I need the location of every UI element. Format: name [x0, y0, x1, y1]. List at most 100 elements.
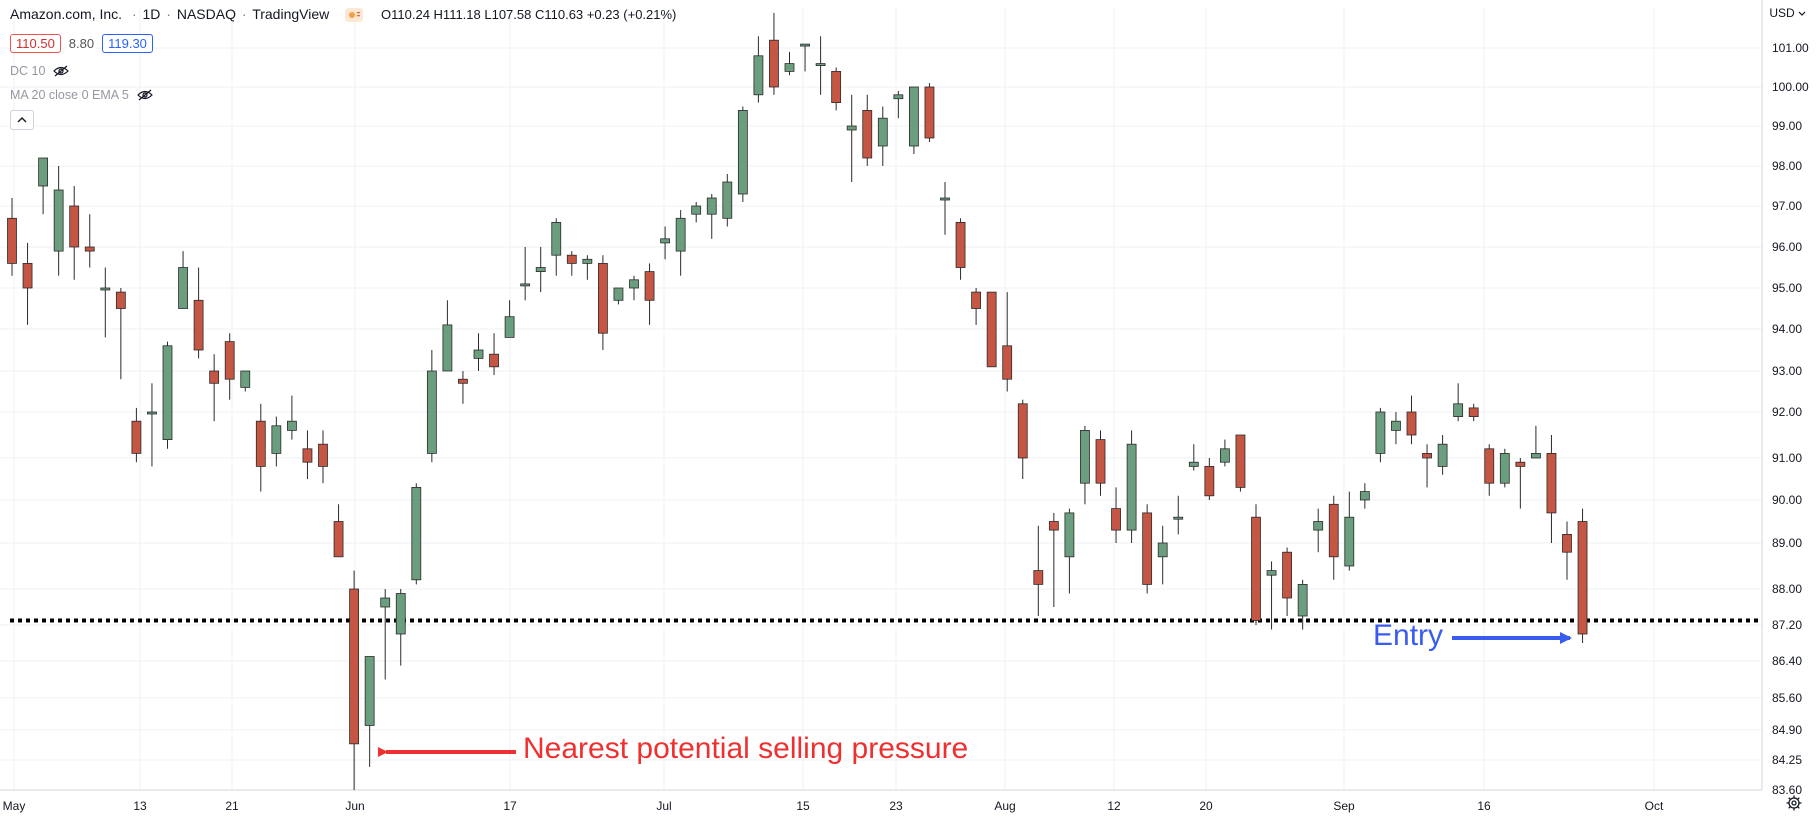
- candle: [629, 275, 639, 301]
- candle-body: [178, 267, 188, 309]
- time-tick-label: 13: [133, 799, 147, 813]
- candle: [318, 430, 328, 484]
- symbol-name[interactable]: Amazon.com, Inc.: [10, 6, 123, 22]
- candle: [955, 218, 966, 280]
- candle-body: [333, 521, 344, 558]
- candle: [426, 350, 437, 463]
- candle: [862, 94, 873, 166]
- candle: [940, 182, 950, 235]
- candle-body: [1546, 452, 1557, 514]
- candle: [784, 51, 795, 76]
- candle-body: [1344, 516, 1355, 567]
- candle: [1235, 434, 1246, 492]
- candle: [893, 90, 904, 119]
- candle: [1391, 412, 1401, 445]
- candle-body: [1048, 521, 1059, 531]
- candle-body: [489, 353, 499, 368]
- time-axis[interactable]: May 13 21 Jun 17 Jul 15 23 Aug 12 20 Sep 16 Oct: [3, 799, 1664, 813]
- candle: [193, 267, 204, 359]
- time-tick-label: 23: [889, 799, 903, 813]
- candle: [504, 300, 515, 338]
- candle-body: [629, 279, 639, 289]
- candle: [846, 94, 857, 182]
- currency-label: USD: [1769, 6, 1795, 20]
- candle: [924, 83, 935, 142]
- eye-off-icon[interactable]: [136, 89, 153, 101]
- candle-body: [1235, 434, 1246, 488]
- candle: [100, 267, 111, 338]
- candle-body: [271, 425, 282, 454]
- candle-body: [675, 217, 686, 252]
- candle: [520, 247, 531, 301]
- time-tick-label: 20: [1199, 799, 1213, 813]
- price-tick-label: 85.60: [1772, 691, 1802, 705]
- indicator-dc[interactable]: DC 10: [10, 64, 70, 78]
- candle: [706, 194, 717, 239]
- currency-selector[interactable]: USD: [1769, 6, 1806, 20]
- interval[interactable]: 1D: [142, 6, 161, 22]
- candle: [1017, 399, 1028, 479]
- candle: [1266, 561, 1277, 630]
- candle: [364, 656, 375, 767]
- candle-body: [318, 443, 328, 467]
- candle: [675, 210, 686, 276]
- candle-body: [7, 217, 17, 264]
- price-tick-label: 96.00: [1772, 240, 1802, 254]
- candle-body: [862, 110, 873, 159]
- price-tick-label: 94.00: [1772, 322, 1802, 336]
- candle-body: [302, 448, 313, 463]
- sun-icon[interactable]: [345, 8, 364, 23]
- price-tick-label: 84.25: [1772, 753, 1802, 767]
- gear-icon[interactable]: [1786, 795, 1802, 811]
- price-tick-label: 97.00: [1772, 199, 1802, 213]
- candle: [1157, 525, 1168, 585]
- candle-body: [100, 287, 111, 291]
- indicator-label: MA 20 close 0 EMA 5: [10, 88, 129, 102]
- candle: [1453, 383, 1464, 422]
- candle-body: [1282, 551, 1292, 599]
- candle: [349, 570, 360, 790]
- candle: [147, 383, 157, 467]
- candle-body: [53, 189, 64, 252]
- candle: [1297, 579, 1308, 630]
- candle: [458, 371, 468, 404]
- buy-price-badge[interactable]: 119.30: [102, 34, 153, 53]
- price-tick-label: 100.00: [1772, 80, 1809, 94]
- candle-body: [1173, 516, 1184, 520]
- candle: [131, 407, 142, 463]
- collapse-legend-button[interactable]: [10, 110, 34, 130]
- price-tick-label: 99.00: [1772, 119, 1802, 133]
- candle-body: [349, 588, 360, 745]
- candle: [800, 43, 810, 72]
- candle-body: [722, 181, 733, 219]
- candle-body: [1328, 503, 1339, 558]
- candle-body: [1359, 491, 1370, 501]
- candle: [178, 251, 188, 309]
- eye-off-icon[interactable]: [53, 65, 70, 77]
- candle-body: [660, 238, 670, 244]
- candle-body: [1406, 411, 1417, 436]
- price-axis[interactable]: 101.00 100.00 99.00 98.00 97.00 96.00 95.00 94.…: [1772, 41, 1809, 797]
- data-source: TradingView: [252, 6, 330, 22]
- candle: [271, 416, 282, 467]
- indicator-ma[interactable]: MA 20 close 0 EMA 5: [10, 88, 153, 102]
- candle-body: [737, 110, 748, 195]
- candle-body: [582, 258, 593, 264]
- candle-body: [955, 221, 966, 268]
- price-tick-label: 91.00: [1772, 451, 1802, 465]
- candle: [255, 403, 266, 492]
- price-tick-label: 92.00: [1772, 405, 1802, 419]
- candle-body: [1437, 443, 1448, 467]
- candle: [1204, 458, 1215, 500]
- candle-body: [1002, 345, 1013, 380]
- candle-body: [846, 125, 857, 131]
- candle: [1406, 395, 1417, 445]
- candle-body: [209, 370, 220, 384]
- candle-body: [1531, 452, 1541, 459]
- candle-body: [613, 287, 624, 301]
- sell-price-badge[interactable]: 110.50: [10, 34, 61, 53]
- candle: [971, 288, 981, 325]
- candle: [395, 589, 406, 666]
- candle: [1422, 444, 1432, 488]
